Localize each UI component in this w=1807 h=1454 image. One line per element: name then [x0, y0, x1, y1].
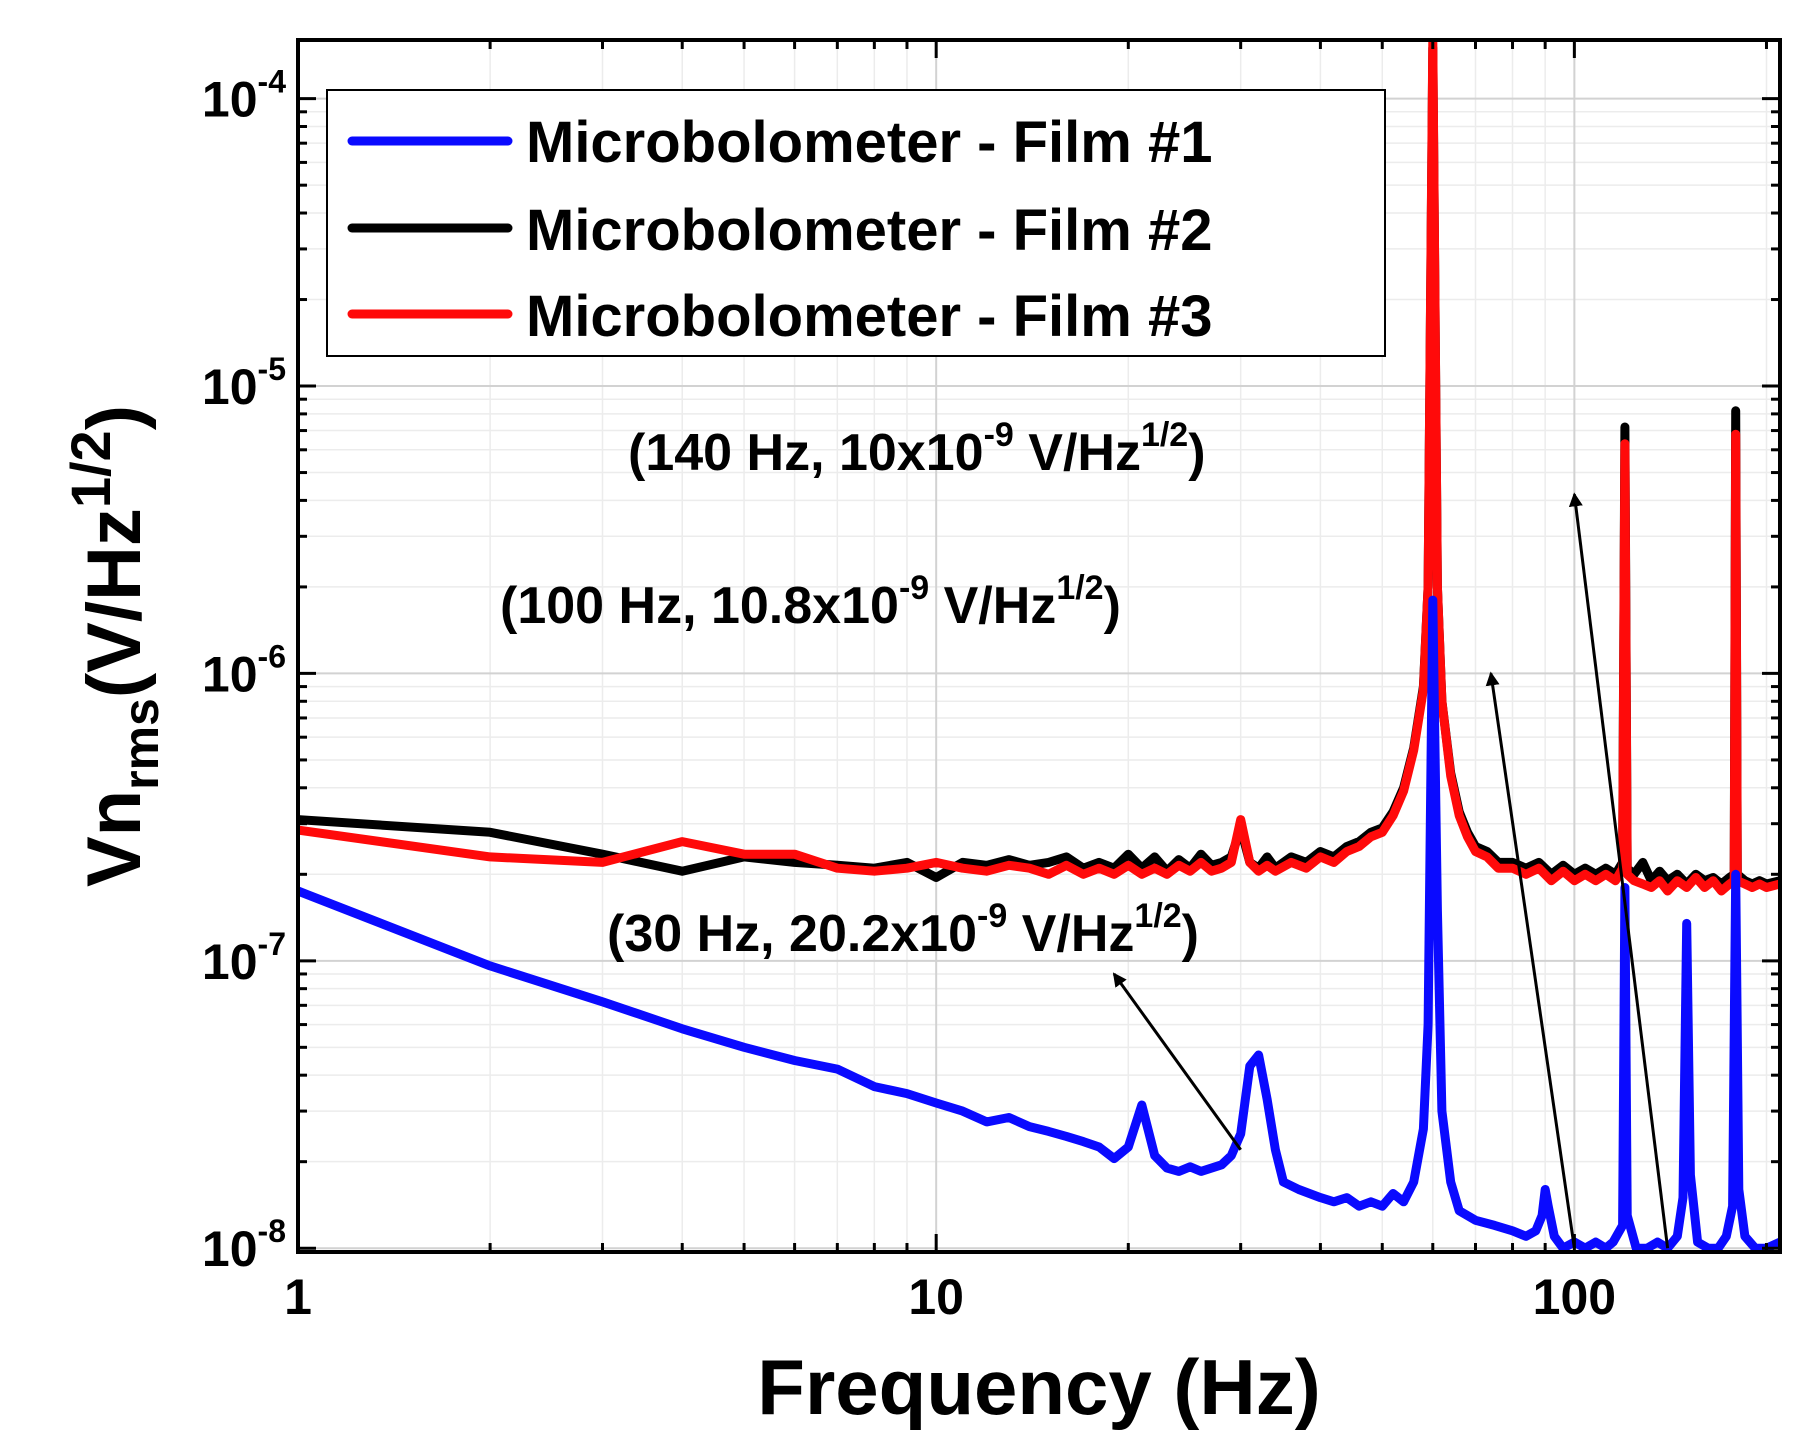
x-tick-label: 100 — [1533, 1269, 1616, 1325]
y-axis-title-units-sup: 1/2 — [59, 430, 122, 508]
annotation-arrow — [1112, 972, 1242, 1151]
annotation-label: (140 Hz, 10x10-9 V/Hz1/2) — [628, 416, 1206, 482]
x-tick-label: 10 — [908, 1269, 964, 1325]
y-axis-title: Vnrms(V/Hz1/2) — [59, 405, 169, 887]
series-line-film-1 — [298, 595, 1780, 1252]
series-line-film-3 — [298, 40, 1780, 896]
annotation-label: (30 Hz, 20.2x10-9 V/Hz1/2) — [607, 897, 1199, 963]
y-tick-labels: 10-8 10-7 10-6 10-5 10-4 — [202, 64, 286, 1278]
y-tick-label: 10-6 — [202, 638, 286, 702]
axis-ticks — [298, 40, 1780, 1252]
legend: Microbolometer - Film #1 Microbolometer … — [326, 89, 1386, 357]
y-axis-title-sub: rms — [113, 698, 169, 790]
x-tick-label: 1 — [284, 1269, 312, 1325]
legend-label-1: Microbolometer - Film #1 — [526, 110, 1212, 175]
y-tick-label: 10-5 — [202, 351, 286, 415]
plot-frame — [296, 38, 1782, 1254]
y-tick-label: 10-8 — [202, 1213, 286, 1277]
y-axis-title-units-close: ) — [72, 405, 157, 430]
y-tick-label: 10-7 — [202, 926, 286, 990]
legend-label-2: Microbolometer - Film #2 — [526, 198, 1212, 263]
legend-label-3: Microbolometer - Film #3 — [526, 284, 1212, 349]
y-axis-title-units: (V/Hz — [72, 508, 157, 698]
series-layer — [298, 40, 1780, 1252]
y-tick-label: 10-4 — [202, 64, 286, 128]
annotations: (140 Hz, 10x10-9 V/Hz1/2) (100 Hz, 10.8x1… — [500, 416, 1670, 1249]
x-axis-title: Frequency (Hz) — [757, 1343, 1320, 1431]
annotation-label: (100 Hz, 10.8x10-9 V/Hz1/2) — [500, 569, 1121, 635]
annotation-arrow — [1568, 492, 1670, 1249]
y-axis-title-main: Vn — [72, 790, 157, 887]
x-tick-labels: 1 10 100 — [284, 1269, 1616, 1325]
annotation-arrow — [1485, 671, 1576, 1249]
